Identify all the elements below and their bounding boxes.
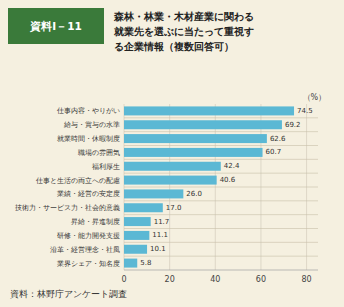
tick-label: 0 — [121, 275, 126, 284]
category-label: 職場の雰囲気 — [78, 148, 120, 157]
data-label: 5.8 — [140, 259, 151, 267]
separator — [124, 187, 318, 188]
background — [0, 0, 344, 307]
title: 森林・林業・木材産業に関わる就業先を選ぶに当たって重視する企業情報（複数回答可） — [113, 11, 254, 52]
bar — [124, 259, 137, 268]
data-label: 17.0 — [166, 204, 182, 212]
tick-label: 20 — [165, 275, 175, 284]
source: 資料：林野庁アンケート調査 — [10, 289, 127, 299]
bar — [124, 245, 147, 254]
data-label: 10.1 — [150, 245, 166, 253]
bar — [124, 106, 294, 115]
category-label: 福利厚生 — [92, 162, 120, 171]
separator — [124, 242, 318, 243]
data-label: 11.1 — [152, 231, 168, 239]
bar — [124, 120, 282, 129]
category-label: 仕事と生活の両立への配慮 — [35, 176, 120, 185]
data-label: 42.4 — [224, 162, 240, 170]
category-label: 研修・能力開発支援 — [57, 231, 120, 240]
title-box — [8, 8, 104, 44]
axis-unit-label: （%） — [303, 93, 327, 102]
bar — [124, 231, 149, 240]
category-label: 業界シェア・知名度 — [57, 259, 120, 268]
bar — [124, 217, 151, 226]
category-label: 昇給・昇進制度 — [71, 217, 120, 226]
separator — [124, 200, 318, 201]
data-label: 11.7 — [154, 218, 170, 226]
bar — [124, 134, 267, 143]
bar — [124, 162, 221, 171]
category-label: 沿革・経営理念・社風 — [50, 245, 120, 254]
chart: 資料Ⅰ－11 森林・林業・木材産業に関わる就業先を選ぶに当たって重視する企業情報（… — [0, 0, 344, 307]
separator — [124, 173, 318, 174]
bar — [124, 203, 163, 212]
separator — [124, 214, 318, 215]
category-label: 給与・賞与の水準 — [63, 120, 120, 129]
separator — [124, 145, 318, 146]
category-label: 就業時間・休暇制度 — [57, 134, 120, 143]
data-label: 74.5 — [297, 107, 313, 115]
bar — [124, 176, 217, 185]
separator — [124, 117, 318, 118]
tick-label: 60 — [256, 275, 266, 284]
category-label: 業績・経営の安定度 — [57, 189, 120, 198]
x-axis-line — [124, 270, 318, 271]
separator — [124, 256, 318, 257]
bar — [124, 148, 263, 157]
data-label: 60.7 — [266, 148, 282, 156]
title-box-label: 資料Ⅰ－11 — [29, 20, 82, 33]
tick-label: 80 — [301, 275, 311, 284]
separator — [124, 159, 318, 160]
separator — [124, 131, 318, 132]
tick-label: 40 — [210, 275, 220, 284]
separator — [124, 228, 318, 229]
data-label: 26.0 — [186, 190, 202, 198]
bar — [124, 189, 183, 198]
data-label: 40.6 — [220, 176, 236, 184]
category-label: 仕事内容・やりがい — [56, 106, 120, 115]
data-label: 69.2 — [285, 121, 301, 129]
data-label: 62.6 — [270, 135, 286, 143]
category-label: 技術力・サービス力・社会的意義 — [14, 203, 120, 212]
